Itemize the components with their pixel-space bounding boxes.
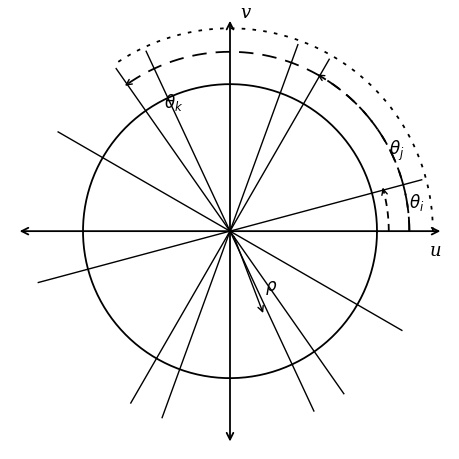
Text: $\theta_j$: $\theta_j$ [388, 139, 403, 163]
Text: v: v [240, 4, 250, 22]
Text: $\theta_i$: $\theta_i$ [409, 192, 424, 213]
Text: u: u [429, 242, 441, 260]
Text: $\rho$: $\rho$ [264, 279, 277, 297]
Text: $\theta_k$: $\theta_k$ [164, 92, 184, 113]
